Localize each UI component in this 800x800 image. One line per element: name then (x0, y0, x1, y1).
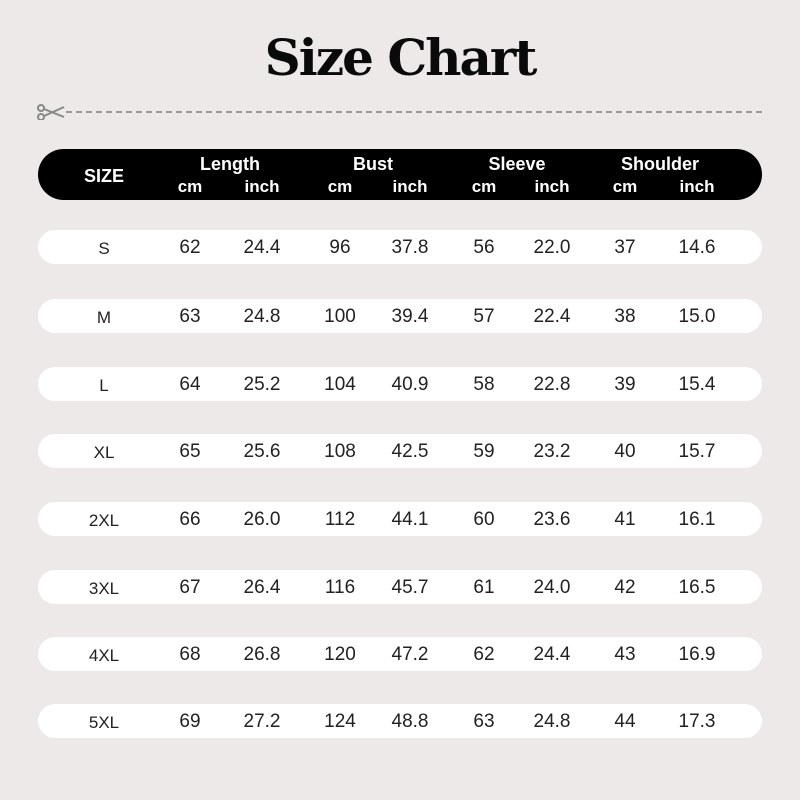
cell-value: 63 (473, 711, 495, 732)
header-bust: Bust (353, 154, 393, 174)
cell-value: 25.6 (243, 441, 281, 462)
cell-value: 27.2 (243, 711, 281, 732)
cell-value: 16.9 (678, 644, 716, 665)
page-title: Size Chart (264, 28, 538, 87)
cell-value: 38 (614, 306, 636, 327)
cell-value: 44.1 (391, 509, 429, 530)
size-label: 4XL (88, 646, 120, 665)
header-size: SIZE (83, 166, 125, 186)
cell-value: 68 (179, 644, 201, 665)
cell-value: 24.0 (533, 577, 571, 598)
table-row: XL 65 25.6 108 42.5 59 23.2 40 15.7 (38, 434, 762, 468)
cell-value: 60 (473, 509, 495, 530)
cell-value: 57 (473, 306, 495, 327)
cell-value: 43 (614, 644, 636, 665)
cell-value: 37 (614, 237, 636, 258)
table-row: 3XL 67 26.4 116 45.7 61 24.0 42 16.5 (38, 570, 762, 604)
cell-value: 37.8 (391, 237, 429, 258)
cell-value: 15.4 (678, 374, 716, 395)
size-label: 5XL (88, 713, 120, 732)
cell-value: 24.4 (243, 237, 281, 258)
cell-value: 48.8 (391, 711, 429, 732)
cell-value: 116 (324, 577, 356, 598)
cell-value: 112 (324, 509, 356, 530)
header-length: Length (200, 154, 260, 174)
header-unit: inch (244, 177, 280, 196)
cell-value: 96 (329, 237, 351, 258)
cell-value: 16.1 (678, 509, 716, 530)
cell-value: 65 (179, 441, 201, 462)
cell-value: 26.8 (243, 644, 281, 665)
scissors-icon (37, 104, 65, 120)
cell-value: 59 (473, 441, 495, 462)
header-unit: inch (392, 177, 428, 196)
cell-value: 17.3 (678, 711, 716, 732)
cell-value: 47.2 (391, 644, 429, 665)
size-label: 3XL (88, 579, 120, 598)
cell-value: 15.7 (678, 441, 716, 462)
cell-value: 63 (179, 306, 201, 327)
table-row: S 62 24.4 96 37.8 56 22.0 37 14.6 (38, 230, 762, 264)
cell-value: 39 (614, 374, 636, 395)
header-unit: cm (177, 177, 203, 196)
cell-value: 26.4 (243, 577, 281, 598)
cell-value: 56 (473, 237, 495, 258)
cell-value: 42.5 (391, 441, 429, 462)
cell-value: 108 (324, 441, 356, 462)
table-row: L 64 25.2 104 40.9 58 22.8 39 15.4 (38, 367, 762, 401)
cut-line (37, 104, 766, 120)
cell-value: 44 (614, 711, 636, 732)
table-row: 4XL 68 26.8 120 47.2 62 24.4 43 16.9 (38, 637, 762, 671)
cell-value: 16.5 (678, 577, 716, 598)
size-label: L (99, 376, 109, 395)
header-sleeve: Sleeve (488, 154, 546, 174)
cell-value: 58 (473, 374, 495, 395)
cell-value: 14.6 (678, 237, 716, 258)
header-unit: cm (612, 177, 638, 196)
cell-value: 64 (179, 374, 201, 395)
cell-value: 24.8 (243, 306, 281, 327)
cell-value: 124 (324, 711, 356, 732)
cell-value: 39.4 (391, 306, 429, 327)
table-header: SIZE Length cm inch Bust cm inch Sleeve cm inch S… (38, 149, 762, 200)
cell-value: 69 (179, 711, 201, 732)
header-unit: inch (534, 177, 570, 196)
size-label: XL (93, 443, 115, 462)
header-unit: inch (679, 177, 715, 196)
size-label: M (96, 308, 112, 327)
cell-value: 25.2 (243, 374, 281, 395)
cell-value: 104 (324, 374, 356, 395)
cell-value: 100 (324, 306, 356, 327)
table-row: M 63 24.8 100 39.4 57 22.4 38 15.0 (38, 299, 762, 333)
cell-value: 26.0 (243, 509, 281, 530)
cell-value: 24.4 (533, 644, 571, 665)
cell-value: 15.0 (678, 306, 716, 327)
table-row: 2XL 66 26.0 112 44.1 60 23.6 41 16.1 (38, 502, 762, 536)
header-unit: cm (327, 177, 353, 196)
cell-value: 45.7 (391, 577, 429, 598)
cell-value: 62 (179, 237, 201, 258)
cell-value: 42 (614, 577, 636, 598)
size-label: 2XL (88, 511, 120, 530)
cell-value: 67 (179, 577, 201, 598)
cell-value: 41 (614, 509, 636, 530)
cell-value: 66 (179, 509, 201, 530)
header-unit: cm (471, 177, 497, 196)
header-shoulder: Shoulder (620, 154, 700, 174)
size-label: S (98, 239, 110, 258)
cell-value: 40 (614, 441, 636, 462)
cell-value: 23.2 (533, 441, 571, 462)
cell-value: 22.8 (533, 374, 571, 395)
cell-value: 61 (473, 577, 495, 598)
cell-value: 62 (473, 644, 495, 665)
cell-value: 120 (324, 644, 356, 665)
cell-value: 22.4 (533, 306, 571, 327)
cell-value: 24.8 (533, 711, 571, 732)
table-row: 5XL 69 27.2 124 48.8 63 24.8 44 17.3 (38, 704, 762, 738)
cell-value: 40.9 (391, 374, 429, 395)
cell-value: 22.0 (533, 237, 571, 258)
cell-value: 23.6 (533, 509, 571, 530)
